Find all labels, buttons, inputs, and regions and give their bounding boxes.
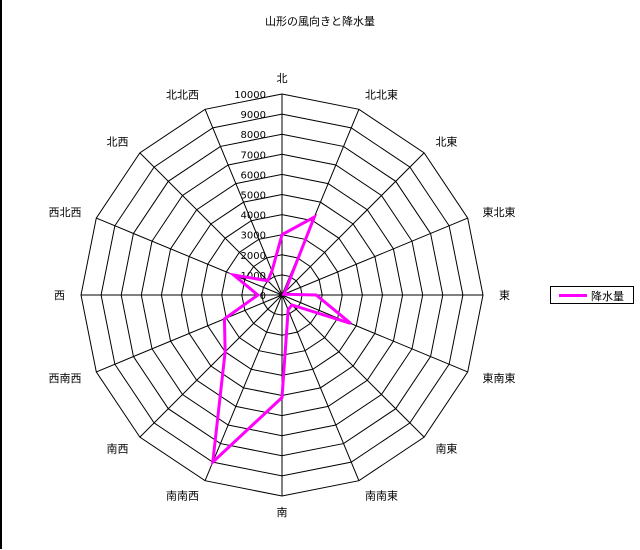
category-label: 東北東 bbox=[482, 206, 515, 219]
series-line bbox=[210, 213, 352, 466]
category-label: 北北東 bbox=[365, 89, 398, 102]
tick-label: 1000 bbox=[241, 271, 266, 282]
spoke-13 bbox=[96, 217, 283, 296]
spoke-6 bbox=[281, 294, 425, 438]
tick-label: 7000 bbox=[241, 150, 266, 161]
category-label: 北北西 bbox=[166, 89, 199, 102]
category-label: 西 bbox=[54, 289, 65, 302]
category-label: 南西 bbox=[107, 442, 129, 455]
spoke-5 bbox=[281, 294, 468, 373]
legend-line-swatch bbox=[559, 294, 587, 297]
tick-label: 10000 bbox=[234, 90, 266, 101]
category-label: 北西 bbox=[107, 136, 129, 149]
spoke-14 bbox=[139, 152, 283, 296]
tick-label: 3000 bbox=[241, 231, 266, 242]
category-label: 東南東 bbox=[482, 372, 515, 385]
spoke-10 bbox=[139, 294, 283, 438]
tick-label: 5000 bbox=[241, 191, 266, 202]
legend: 降水量 bbox=[550, 286, 634, 304]
category-label: 西北西 bbox=[49, 206, 82, 219]
category-label: 東 bbox=[499, 289, 510, 302]
spoke-15 bbox=[204, 109, 283, 296]
legend-label: 降水量 bbox=[591, 290, 624, 303]
category-label: 西南西 bbox=[49, 372, 82, 385]
spoke-3 bbox=[281, 217, 468, 296]
tick-label: 0 bbox=[260, 291, 266, 302]
category-label: 南 bbox=[277, 506, 288, 519]
tick-label: 6000 bbox=[241, 170, 266, 181]
tick-label: 4000 bbox=[241, 211, 266, 222]
category-label: 南南西 bbox=[166, 489, 199, 502]
tick-label: 2000 bbox=[241, 251, 266, 262]
spoke-9 bbox=[204, 294, 283, 481]
category-label: 北 bbox=[277, 72, 288, 85]
tick-label: 8000 bbox=[241, 130, 266, 141]
spoke-7 bbox=[281, 294, 360, 481]
spoke-2 bbox=[281, 152, 425, 296]
tick-label: 9000 bbox=[241, 110, 266, 121]
category-label: 北東 bbox=[435, 136, 457, 149]
category-label: 南南東 bbox=[365, 489, 398, 502]
chart-title: 山形の風向きと降水量 bbox=[265, 15, 375, 28]
spoke-11 bbox=[96, 294, 283, 373]
category-label: 南東 bbox=[435, 442, 457, 455]
